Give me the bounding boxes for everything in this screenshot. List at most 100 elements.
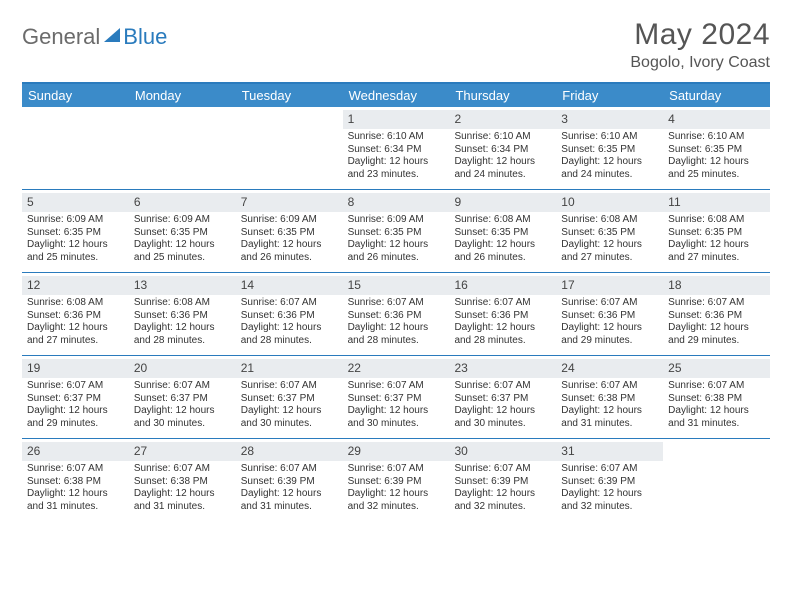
day-of-week-header: Saturday	[663, 84, 770, 107]
location: Bogolo, Ivory Coast	[630, 54, 770, 72]
day-cell: .	[236, 107, 343, 189]
day-cell: 24Sunrise: 6:07 AMSunset: 6:38 PMDayligh…	[556, 356, 663, 438]
day-of-week-header: Friday	[556, 84, 663, 107]
sunset-text: Sunset: 6:39 PM	[454, 476, 551, 489]
day-cell: 30Sunrise: 6:07 AMSunset: 6:39 PMDayligh…	[449, 439, 556, 521]
sunset-text: Sunset: 6:35 PM	[241, 227, 338, 240]
daylight-text: Daylight: 12 hours and 29 minutes.	[27, 405, 124, 430]
sunset-text: Sunset: 6:35 PM	[27, 227, 124, 240]
day-cell: 17Sunrise: 6:07 AMSunset: 6:36 PMDayligh…	[556, 273, 663, 355]
sunset-text: Sunset: 6:36 PM	[454, 310, 551, 323]
daylight-text: Daylight: 12 hours and 30 minutes.	[241, 405, 338, 430]
sunrise-text: Sunrise: 6:08 AM	[27, 297, 124, 310]
day-number: 26	[22, 442, 129, 461]
sunset-text: Sunset: 6:37 PM	[241, 393, 338, 406]
day-number: 3	[556, 110, 663, 129]
header: General Blue May 2024 Bogolo, Ivory Coas…	[22, 18, 770, 72]
sunset-text: Sunset: 6:35 PM	[561, 144, 658, 157]
day-cell: 22Sunrise: 6:07 AMSunset: 6:37 PMDayligh…	[343, 356, 450, 438]
day-number: 9	[449, 193, 556, 212]
sunrise-text: Sunrise: 6:09 AM	[348, 214, 445, 227]
day-number: 25	[663, 359, 770, 378]
sunset-text: Sunset: 6:38 PM	[561, 393, 658, 406]
day-number: 6	[129, 193, 236, 212]
day-of-week-header: Monday	[129, 84, 236, 107]
day-cell: 14Sunrise: 6:07 AMSunset: 6:36 PMDayligh…	[236, 273, 343, 355]
sunrise-text: Sunrise: 6:09 AM	[134, 214, 231, 227]
day-number: 18	[663, 276, 770, 295]
brand-logo: General Blue	[22, 18, 167, 50]
daylight-text: Daylight: 12 hours and 28 minutes.	[134, 322, 231, 347]
daylight-text: Daylight: 12 hours and 27 minutes.	[561, 239, 658, 264]
day-of-week-header: Tuesday	[236, 84, 343, 107]
daylight-text: Daylight: 12 hours and 28 minutes.	[241, 322, 338, 347]
daylight-text: Daylight: 12 hours and 32 minutes.	[454, 488, 551, 513]
sunrise-text: Sunrise: 6:07 AM	[134, 463, 231, 476]
sunrise-text: Sunrise: 6:08 AM	[668, 214, 765, 227]
day-cell: 16Sunrise: 6:07 AMSunset: 6:36 PMDayligh…	[449, 273, 556, 355]
sunset-text: Sunset: 6:36 PM	[668, 310, 765, 323]
day-cell: 6Sunrise: 6:09 AMSunset: 6:35 PMDaylight…	[129, 190, 236, 272]
day-of-week-row: SundayMondayTuesdayWednesdayThursdayFrid…	[22, 84, 770, 107]
brand-part2: Blue	[123, 24, 167, 50]
daylight-text: Daylight: 12 hours and 32 minutes.	[348, 488, 445, 513]
day-number: 23	[449, 359, 556, 378]
day-cell: 13Sunrise: 6:08 AMSunset: 6:36 PMDayligh…	[129, 273, 236, 355]
day-cell: 15Sunrise: 6:07 AMSunset: 6:36 PMDayligh…	[343, 273, 450, 355]
day-cell: 31Sunrise: 6:07 AMSunset: 6:39 PMDayligh…	[556, 439, 663, 521]
title-block: May 2024 Bogolo, Ivory Coast	[630, 18, 770, 72]
sunrise-text: Sunrise: 6:10 AM	[348, 131, 445, 144]
sunrise-text: Sunrise: 6:10 AM	[668, 131, 765, 144]
sunrise-text: Sunrise: 6:07 AM	[454, 297, 551, 310]
day-cell: 7Sunrise: 6:09 AMSunset: 6:35 PMDaylight…	[236, 190, 343, 272]
daylight-text: Daylight: 12 hours and 30 minutes.	[454, 405, 551, 430]
day-cell: 19Sunrise: 6:07 AMSunset: 6:37 PMDayligh…	[22, 356, 129, 438]
day-cell: 23 Sunrise: 6:07 AMSunset: 6:37 PMDayligh…	[449, 356, 556, 438]
daylight-text: Daylight: 12 hours and 31 minutes.	[27, 488, 124, 513]
day-cell: 25Sunrise: 6:07 AMSunset: 6:38 PMDayligh…	[663, 356, 770, 438]
sunset-text: Sunset: 6:37 PM	[454, 393, 551, 406]
sunset-text: Sunset: 6:38 PM	[27, 476, 124, 489]
day-of-week-header: Sunday	[22, 84, 129, 107]
day-number: 15	[343, 276, 450, 295]
day-of-week-header: Thursday	[449, 84, 556, 107]
daylight-text: Daylight: 12 hours and 25 minutes.	[27, 239, 124, 264]
daylight-text: Daylight: 12 hours and 28 minutes.	[348, 322, 445, 347]
day-number: 4	[663, 110, 770, 129]
day-cell: 10Sunrise: 6:08 AMSunset: 6:35 PMDayligh…	[556, 190, 663, 272]
day-cell: 27Sunrise: 6:07 AMSunset: 6:38 PMDayligh…	[129, 439, 236, 521]
daylight-text: Daylight: 12 hours and 25 minutes.	[668, 156, 765, 181]
sunrise-text: Sunrise: 6:07 AM	[27, 463, 124, 476]
sunrise-text: Sunrise: 6:07 AM	[241, 380, 338, 393]
sunrise-text: Sunrise: 6:07 AM	[348, 463, 445, 476]
day-number: 22	[343, 359, 450, 378]
day-number: 2	[449, 110, 556, 129]
day-number: 12	[22, 276, 129, 295]
sunset-text: Sunset: 6:36 PM	[348, 310, 445, 323]
sunrise-text: Sunrise: 6:07 AM	[454, 380, 551, 393]
daylight-text: Daylight: 12 hours and 29 minutes.	[668, 322, 765, 347]
sunrise-text: Sunrise: 6:07 AM	[561, 463, 658, 476]
day-number: 19	[22, 359, 129, 378]
week-row: 19Sunrise: 6:07 AMSunset: 6:37 PMDayligh…	[22, 356, 770, 439]
sunrise-text: Sunrise: 6:07 AM	[134, 380, 231, 393]
day-number: 31	[556, 442, 663, 461]
sunrise-text: Sunrise: 6:08 AM	[134, 297, 231, 310]
week-row: 12Sunrise: 6:08 AMSunset: 6:36 PMDayligh…	[22, 273, 770, 356]
day-cell: 26 Sunrise: 6:07 AMSunset: 6:38 PMDayligh…	[22, 439, 129, 521]
daylight-text: Daylight: 12 hours and 26 minutes.	[348, 239, 445, 264]
day-cell: .	[22, 107, 129, 189]
daylight-text: Daylight: 12 hours and 27 minutes.	[27, 322, 124, 347]
daylight-text: Daylight: 12 hours and 30 minutes.	[134, 405, 231, 430]
daylight-text: Daylight: 12 hours and 26 minutes.	[454, 239, 551, 264]
sunrise-text: Sunrise: 6:07 AM	[668, 380, 765, 393]
sunset-text: Sunset: 6:39 PM	[348, 476, 445, 489]
day-cell: 2Sunrise: 6:10 AMSunset: 6:34 PMDaylight…	[449, 107, 556, 189]
sunrise-text: Sunrise: 6:07 AM	[241, 297, 338, 310]
sunset-text: Sunset: 6:35 PM	[561, 227, 658, 240]
day-number: 8	[343, 193, 450, 212]
day-cell: .	[129, 107, 236, 189]
day-cell: 1Sunrise: 6:10 AMSunset: 6:34 PMDaylight…	[343, 107, 450, 189]
sunset-text: Sunset: 6:39 PM	[561, 476, 658, 489]
sunset-text: Sunset: 6:35 PM	[454, 227, 551, 240]
